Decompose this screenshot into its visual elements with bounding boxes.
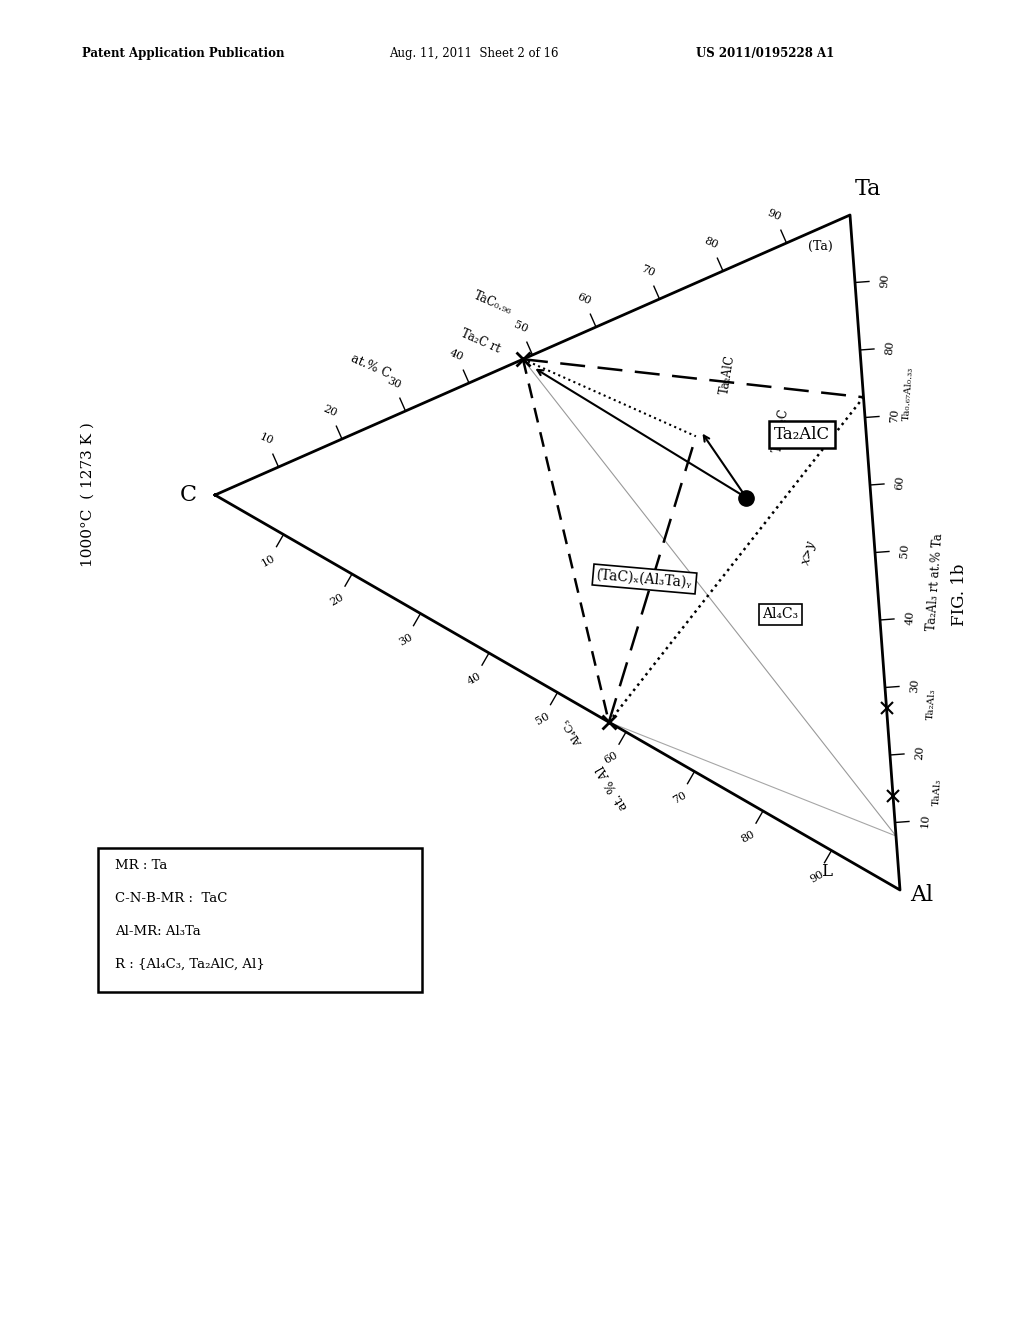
Text: Ta₅Al₂C: Ta₅Al₂C <box>771 407 792 453</box>
Text: 10: 10 <box>920 813 931 828</box>
Text: Al: Al <box>910 884 933 906</box>
Text: C-N-B-MR :  TaC: C-N-B-MR : TaC <box>115 892 227 906</box>
Text: Ta₂Al₃: Ta₂Al₃ <box>926 689 937 721</box>
Text: C: C <box>180 484 197 506</box>
Text: Ta₂AlC: Ta₂AlC <box>774 425 829 442</box>
Text: at. % Al: at. % Al <box>594 763 630 812</box>
Text: x>y: x>y <box>800 540 818 566</box>
Text: 90: 90 <box>880 273 891 288</box>
Text: 20: 20 <box>329 593 346 609</box>
Text: 10: 10 <box>260 553 278 569</box>
Text: Ta: Ta <box>855 178 882 201</box>
Text: Al-MR: Al₃Ta: Al-MR: Al₃Ta <box>115 925 201 939</box>
Text: 60: 60 <box>894 475 905 490</box>
Text: Ta₂AlC: Ta₂AlC <box>718 354 737 395</box>
Text: 70: 70 <box>639 264 656 279</box>
Text: 30: 30 <box>385 376 402 391</box>
Text: US 2011/0195228 A1: US 2011/0195228 A1 <box>696 46 835 59</box>
Text: 10: 10 <box>258 432 274 447</box>
Text: 90: 90 <box>808 869 825 884</box>
FancyBboxPatch shape <box>98 847 422 993</box>
Text: Al₄C₃: Al₄C₃ <box>762 607 799 622</box>
Text: 40: 40 <box>904 610 915 626</box>
Text: Aug. 11, 2011  Sheet 2 of 16: Aug. 11, 2011 Sheet 2 of 16 <box>389 46 559 59</box>
Text: (TaC)ₓ(Al₃Ta)ᵧ: (TaC)ₓ(Al₃Ta)ᵧ <box>596 568 693 590</box>
Text: 40: 40 <box>449 348 466 363</box>
Text: 20: 20 <box>914 746 926 760</box>
Text: 20: 20 <box>322 404 339 418</box>
Text: (Ta): (Ta) <box>808 240 833 253</box>
Text: TaC₀.₉₆: TaC₀.₉₆ <box>471 289 514 317</box>
Text: FIG. 1b: FIG. 1b <box>951 564 969 626</box>
Text: TaAl₃: TaAl₃ <box>933 779 943 807</box>
Text: Patent Application Publication: Patent Application Publication <box>82 46 285 59</box>
Text: 90: 90 <box>766 209 783 223</box>
Text: 50: 50 <box>534 710 551 726</box>
Text: 80: 80 <box>885 341 895 355</box>
Text: Ta₀.₆₇Al₀.₃₃: Ta₀.₆₇Al₀.₃₃ <box>902 367 914 421</box>
Text: Al₄C₃: Al₄C₃ <box>561 717 585 747</box>
Text: 80: 80 <box>739 829 757 845</box>
Text: 60: 60 <box>575 292 593 308</box>
Text: 60: 60 <box>602 750 620 766</box>
Text: MR : Ta: MR : Ta <box>115 859 167 873</box>
Text: 70: 70 <box>671 789 688 805</box>
Text: 1000°C  ( 1273 K ): 1000°C ( 1273 K ) <box>81 422 95 568</box>
Text: Ta₂Al₃ rt at.% Ta: Ta₂Al₃ rt at.% Ta <box>926 533 945 631</box>
Text: Ta₂C rt: Ta₂C rt <box>459 326 503 355</box>
Text: 80: 80 <box>702 236 720 251</box>
Text: at.% C: at.% C <box>349 352 392 380</box>
Text: 50: 50 <box>899 543 910 558</box>
Text: 70: 70 <box>890 408 900 422</box>
Text: 30: 30 <box>909 677 921 693</box>
Text: 40: 40 <box>465 671 482 686</box>
Text: L: L <box>821 862 833 879</box>
Text: R : {Al₄C₃, Ta₂AlC, Al}: R : {Al₄C₃, Ta₂AlC, Al} <box>115 958 265 972</box>
Text: 50: 50 <box>512 321 529 335</box>
Text: 30: 30 <box>397 631 414 647</box>
